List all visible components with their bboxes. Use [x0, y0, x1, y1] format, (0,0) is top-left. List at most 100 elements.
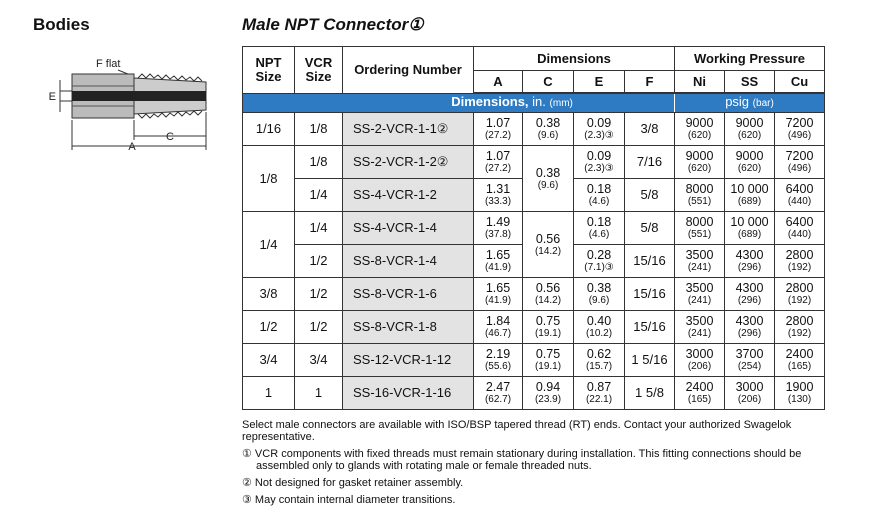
units-text: in.	[532, 94, 546, 109]
table-row: 1/16 1/8 SS-2-VCR-1-1② 1.07 (27.2) 0.38 (9.6) 0…	[242, 112, 825, 146]
cell-metric: (551)	[687, 229, 712, 240]
table-cell: 0.75 (19.1)	[522, 310, 574, 344]
table-cell: 2.19 (55.6)	[473, 343, 523, 377]
cell-metric: (19.1)	[534, 361, 562, 372]
cell-value: 3500	[685, 281, 714, 295]
cell-metric: (206)	[737, 394, 762, 405]
table-cell: SS-4-VCR-1-4	[342, 211, 474, 245]
table-cell: 3700 (254)	[724, 343, 775, 377]
cell-metric: (46.7)	[484, 328, 512, 339]
cell-value: 0.09	[586, 116, 612, 130]
cell-metric: (165)	[787, 361, 812, 372]
note: Select male connectors are available wit…	[242, 419, 792, 443]
cell-value: 1.31	[485, 182, 511, 196]
cell-value: 8000	[685, 215, 714, 229]
table-row: 1/2 1/2 SS-8-VCR-1-8 1.84 (46.7) 0.75 (19.1) 0.…	[242, 310, 825, 344]
table-cell: 5/8	[624, 211, 675, 245]
table-cell: 5/8	[624, 178, 675, 212]
cell-value: 9000	[685, 116, 714, 130]
header-cell: Working Pressure	[674, 46, 825, 71]
table-cell: SS-16-VCR-1-16	[342, 376, 474, 410]
cell-value: 4300	[735, 248, 764, 262]
cell-metric: (22.1)	[585, 394, 613, 405]
table-cell: 0.18 (4.6)	[573, 211, 625, 245]
table-cell: 1 5/8	[624, 376, 675, 410]
cell-metric: (296)	[737, 328, 762, 339]
cell-value: 10 000	[730, 182, 769, 196]
table-cell: 9000 (620)	[674, 112, 725, 146]
header-cell: A	[473, 70, 523, 94]
units-text: Dimensions,	[451, 94, 529, 109]
product-title: Male NPT Connector①	[242, 15, 424, 34]
table-cell: 15/16	[624, 310, 675, 344]
table-cell: 0.38 (9.6)	[522, 145, 574, 212]
cell-value: 2400	[685, 380, 714, 394]
units-text: psig	[725, 94, 750, 109]
cell-metric: (62.7)	[484, 394, 512, 405]
table-cell: 0.75 (19.1)	[522, 343, 574, 377]
cell-metric: (254)	[737, 361, 762, 372]
cell-value: 9000	[735, 149, 764, 163]
units-text: (mm)	[549, 98, 573, 109]
cell-metric: (620)	[737, 163, 762, 174]
footnote: ③ May contain internal diameter transiti…	[242, 494, 456, 506]
cell-value: 4300	[735, 314, 764, 328]
cell-value: 0.18	[586, 182, 612, 196]
header-cell: Cu	[774, 70, 825, 94]
cell-value: 1.07	[485, 149, 511, 163]
table-cell: SS-4-VCR-1-2	[342, 178, 474, 212]
fitting-diagram: F flat E C A	[49, 58, 207, 153]
table-cell: 0.28 (7.1)③	[573, 244, 625, 278]
label-e: E	[49, 91, 56, 103]
cell-value: 0.94	[535, 380, 561, 394]
table-cell: 1/2	[294, 310, 343, 344]
header-cell: Ni	[674, 70, 725, 94]
cell-value: 1.49	[485, 215, 511, 229]
table-cell: SS-8-VCR-1-8	[342, 310, 474, 344]
cell-value: 9000	[735, 116, 764, 130]
table-cell: 0.94 (23.9)	[522, 376, 574, 410]
table-cell: 4300 (296)	[724, 310, 775, 344]
table-cell: 7200 (496)	[774, 145, 825, 179]
cell-value: 0.62	[586, 347, 612, 361]
cell-metric: (620)	[687, 130, 712, 141]
table-row: 1/4 SS-4-VCR-1-2 1.31 (33.3) 0.18 (4.6) 5/8 800…	[243, 178, 825, 212]
cell-value: 0.38	[535, 165, 561, 180]
table-cell: 1	[242, 376, 295, 410]
header-cell: SS	[724, 70, 775, 94]
table-cell: 4300 (296)	[724, 277, 775, 311]
cell-metric: (14.2)	[534, 245, 562, 257]
label-f-flat: F flat	[96, 58, 120, 70]
cell-value: 3000	[685, 347, 714, 361]
cell-metric: (9.6)	[588, 295, 610, 306]
table-cell: SS-2-VCR-1-2②	[342, 145, 474, 179]
cell-metric: (37.8)	[484, 229, 512, 240]
table-cell: 1900 (130)	[774, 376, 825, 410]
table-cell: 8000 (551)	[674, 178, 725, 212]
cell-value: 7200	[785, 116, 814, 130]
table-cell: 1/2	[294, 244, 343, 278]
units-text: (bar)	[752, 98, 774, 109]
cell-value: 0.18	[586, 215, 612, 229]
cell-value: 2800	[785, 281, 814, 295]
table-cell: 0.62 (15.7)	[573, 343, 625, 377]
table-cell: 7/16	[624, 145, 675, 179]
cell-metric: (689)	[737, 196, 762, 207]
cell-value: 0.38	[535, 116, 561, 130]
table-cell: 3/4	[294, 343, 343, 377]
cell-metric: (9.6)	[537, 179, 559, 191]
cell-metric: (9.6)	[537, 130, 559, 141]
table-cell: 1.07 (27.2)	[473, 112, 523, 146]
table-cell: 1 5/16	[624, 343, 675, 377]
table-cell: 0.09 (2.3)③	[573, 145, 625, 179]
cell-metric: (165)	[687, 394, 712, 405]
cell-metric: (192)	[787, 295, 812, 306]
cell-value: 6400	[785, 182, 814, 196]
cell-metric: (15.7)	[585, 361, 613, 372]
table-row: 3/8 1/2 SS-8-VCR-1-6 1.65 (41.9) 0.56 (14.2) 0.…	[242, 277, 825, 311]
table-cell: 0.38 (9.6)	[573, 277, 625, 311]
table-cell: 1/2	[242, 310, 295, 344]
table-cell: 6400 (440)	[774, 178, 825, 212]
table-cell: 1/8	[294, 145, 343, 179]
cell-metric: (620)	[737, 130, 762, 141]
